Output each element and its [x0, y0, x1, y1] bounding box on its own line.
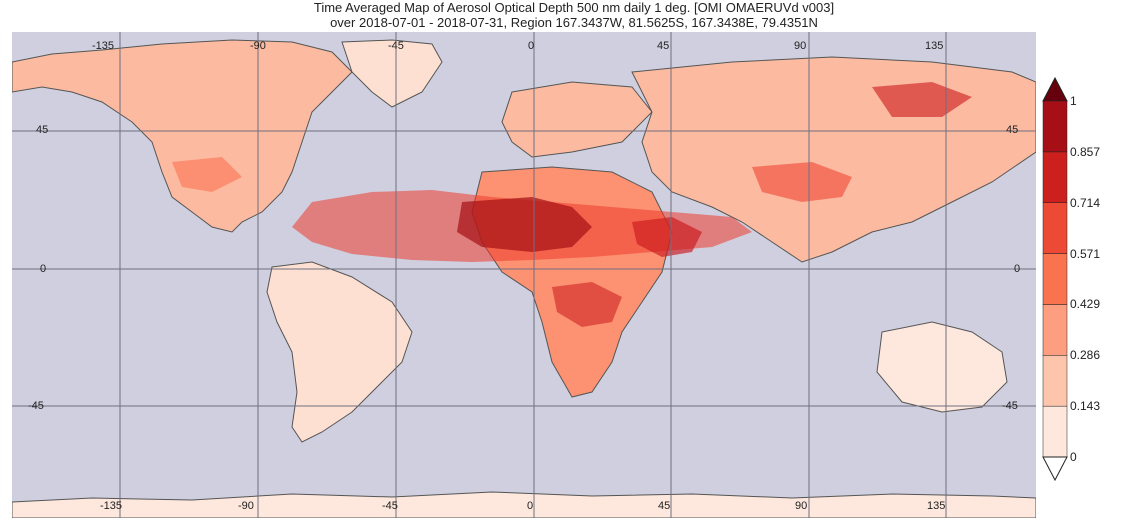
- lon-label-bottom-1: -90: [238, 500, 254, 512]
- title-line-2: over 2018-07-01 - 2018-07-31, Region 167…: [330, 15, 818, 30]
- lon-label-top-4: 45: [657, 40, 670, 52]
- colorbar-tick-label: 0.857: [1070, 144, 1101, 159]
- lon-label-top-2: -45: [388, 40, 404, 52]
- colorbar-tick-label: 0.571: [1070, 246, 1101, 261]
- lon-label-bottom-2: -45: [382, 500, 398, 512]
- colorbar-over-triangle: [1042, 76, 1068, 102]
- colorbar: [1040, 76, 1070, 482]
- lat-label-left-1: 0: [40, 263, 47, 275]
- greenland-land: [341, 39, 443, 108]
- graticule: [12, 32, 1036, 518]
- colorbar-tick-label: 0.429: [1070, 297, 1101, 312]
- map-title: Time Averaged Map of Aerosol Optical Dep…: [0, 0, 1148, 30]
- lon-label-top-3: 0: [528, 40, 535, 52]
- europe-land: [501, 81, 653, 158]
- map-canvas: [11, 32, 1037, 519]
- colorbar-tick-label: 0.143: [1070, 399, 1101, 414]
- lon-label-bottom-5: 90: [795, 500, 808, 512]
- lon-label-top-6: 135: [925, 40, 944, 52]
- central-africa-smoke: [552, 282, 622, 327]
- lat-label-left-0: 45: [36, 124, 49, 136]
- australia-land: [876, 321, 1008, 413]
- lat-label-left-2: -45: [28, 400, 44, 412]
- title-line-1: Time Averaged Map of Aerosol Optical Dep…: [313, 0, 835, 15]
- lat-label-right-2: -45: [1002, 400, 1018, 412]
- colorbar-bin: [1042, 355, 1068, 407]
- lat-label-right-0: 45: [1006, 124, 1019, 136]
- colorbar-tick-label: 1: [1070, 94, 1077, 108]
- east-asia-haze: [752, 162, 852, 202]
- colorbar-tick-label: 0.286: [1070, 348, 1101, 363]
- colorbar-bin: [1042, 100, 1068, 153]
- lon-label-bottom-6: 135: [927, 500, 946, 512]
- sahel-dust-core: [457, 197, 592, 252]
- aerosol-map: -135 -90 -45 0 45 90 135 -135 -90 -45 0 …: [11, 32, 1037, 519]
- lat-label-right-1: 0: [1014, 263, 1021, 275]
- colorbar-bin: [1042, 253, 1068, 305]
- colorbar-bin: [1042, 202, 1068, 254]
- north-america-land: [11, 39, 353, 233]
- colorbar-tick-label: 0.714: [1070, 195, 1101, 210]
- south-america-land: [266, 261, 413, 443]
- colorbar-bin: [1042, 304, 1068, 356]
- lon-label-bottom-4: 45: [658, 500, 671, 512]
- lon-label-bottom-3: 0: [527, 500, 534, 512]
- north-america-smoke: [172, 157, 242, 192]
- colorbar-bin: [1042, 405, 1068, 458]
- arabian-dust-core: [632, 217, 702, 257]
- colorbar-under-triangle: [1042, 456, 1068, 482]
- colorbar-bin: [1042, 151, 1068, 203]
- lon-label-bottom-0: -135: [100, 500, 123, 512]
- land-aod-field: [11, 39, 1037, 519]
- lon-label-top-5: 90: [794, 40, 807, 52]
- colorbar-tick-label: 0: [1070, 450, 1077, 464]
- siberia-smoke: [872, 82, 972, 117]
- colorbar-scale: [1042, 76, 1068, 482]
- lon-label-top-0: -135: [92, 40, 115, 52]
- lon-label-top-1: -90: [250, 40, 266, 52]
